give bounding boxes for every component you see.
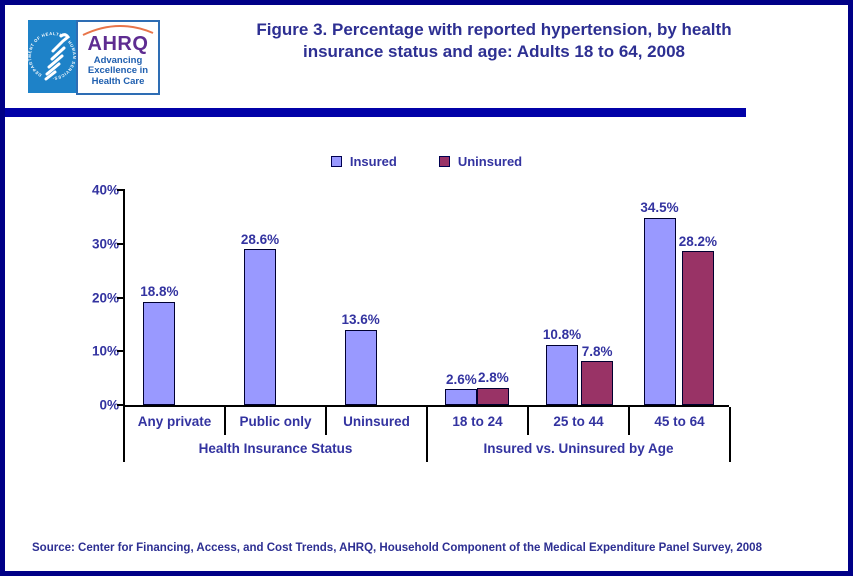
bar-slot-18-to-24: 2.6% 2.8% — [427, 190, 528, 405]
bar-value-label-insured-any-private: 18.8% — [140, 284, 179, 300]
bar-value-label-insured-45-to-64: 34.5% — [640, 200, 679, 216]
x-axis-labels: Any private Public only Uninsured Health In… — [123, 407, 731, 462]
insured-legend-swatch — [330, 156, 342, 167]
category-label-public-only: Public only — [224, 407, 325, 435]
hhs-logo-background — [28, 20, 76, 93]
bar-column-insured-25-to-44: 10.8% — [543, 328, 581, 405]
hhs-eagle-icon — [44, 33, 71, 81]
y-tick-label-30: 30% — [91, 236, 119, 252]
chart-legend: Insured Uninsured — [5, 154, 848, 169]
ahrq-tagline-line: Advancing — [93, 55, 143, 66]
bar-slot-uninsured: 13.6% — [326, 190, 427, 405]
figure-title-line-2: insurance status and age: Adults 18 to 6… — [302, 42, 685, 62]
ahrq-tagline-line: Health Care — [91, 75, 145, 87]
ahrq-logo: AHRQ Advancing Excellence in Health Care — [76, 20, 160, 95]
legend-item-uninsured: Uninsured — [438, 154, 523, 169]
uninsured-bar-18-to-24 — [477, 387, 510, 405]
bar-column-insured-any-private: 18.8% — [140, 285, 178, 405]
y-tick-label-10: 10% — [91, 343, 119, 359]
bar-slot-public-only: 28.6% — [226, 190, 327, 405]
bar-value-label-insured-public-only: 28.6% — [240, 231, 280, 247]
insured-bar-18-to-24 — [445, 389, 478, 405]
bar-slot-any-private: 18.8% — [125, 190, 226, 405]
category-label-45-to-64: 45 to 64 — [628, 407, 729, 435]
source-note: Source: Center for Financing, Access, an… — [32, 542, 762, 554]
bar-slot-45-to-64: 34.5% 28.2% — [628, 190, 729, 405]
insured-bar-public-only — [244, 249, 276, 405]
category-label-any-private: Any private — [137, 413, 212, 429]
y-tick-label-20: 20% — [91, 290, 119, 305]
uninsured-bar-25-to-44 — [581, 361, 614, 405]
bars-row: 18.8% 28.6% 13.6% 2.6% 2.8% 10.8% 7.8% 34.5% 28.… — [125, 190, 729, 405]
bar-value-label-insured-uninsured: 13.6% — [341, 312, 380, 328]
bar-value-label-uninsured-45-to-64: 28.2% — [678, 233, 717, 249]
y-axis-tick — [117, 296, 125, 299]
uninsured-legend-swatch — [438, 156, 450, 167]
y-axis-labels: 40% 30% 20% 10% 0% — [69, 183, 119, 413]
bar-column-uninsured-25-to-44: 7.8% — [581, 343, 614, 405]
insured-bar-45-to-64 — [643, 217, 676, 405]
bar-column-insured-45-to-64: 34.5% — [640, 200, 679, 405]
ahrq-tagline: Advancing Excellence in Health Care — [87, 55, 149, 87]
y-tick-label-40: 40% — [91, 182, 119, 198]
bar-column-insured-18-to-24: 2.6% — [445, 371, 478, 405]
ahrq-tagline-line: Excellence in — [87, 65, 149, 77]
ahrq-arc-icon — [82, 24, 154, 36]
plot-area: 18.8% 28.6% 13.6% 2.6% 2.8% 10.8% 7.8% 34.5% 28.… — [117, 189, 729, 407]
legend-label-uninsured: Uninsured — [457, 154, 523, 169]
figure-title-line-1: Figure 3. Percentage with reported hyper… — [256, 20, 732, 39]
group-label-insured-vs-uninsured-by-age: Insured vs. Uninsured by Age — [483, 441, 674, 456]
legend-item-insured: Insured — [330, 154, 397, 169]
insured-bar-uninsured — [344, 329, 377, 405]
category-label-18-to-24: 18 to 24 — [452, 413, 503, 429]
y-axis-tick — [117, 189, 125, 191]
bar-value-label-uninsured-18-to-24: 2.8% — [477, 370, 509, 386]
y-tick-label-0: 0% — [99, 397, 119, 413]
y-axis-tick — [117, 404, 125, 406]
hhs-logo: DEPARTMENT OF HEALTH & HUMAN SERVICES·US… — [28, 20, 76, 93]
bar-column-uninsured-18-to-24: 2.8% — [477, 370, 510, 405]
bar-value-label-insured-18-to-24: 2.6% — [445, 371, 477, 387]
uninsured-bar-45-to-64 — [681, 251, 714, 405]
category-row: Any private Public only Uninsured — [125, 407, 426, 435]
header-divider-bar — [5, 108, 746, 117]
y-axis-tick — [117, 242, 125, 245]
legend-label-insured: Insured — [349, 154, 397, 169]
header-logo-block: DEPARTMENT OF HEALTH & HUMAN SERVICES·US… — [28, 20, 160, 95]
bar-column-uninsured-45-to-64: 28.2% — [679, 235, 717, 405]
category-row: 18 to 24 25 to 44 45 to 64 — [428, 407, 729, 435]
group-label-health-insurance-status: Health Insurance Status — [198, 441, 353, 456]
bar-slot-25-to-44: 10.8% 7.8% — [528, 190, 629, 405]
bar-column-insured-uninsured: 13.6% — [342, 313, 380, 405]
insured-bar-any-private — [143, 301, 176, 405]
figure-title: Figure 3. Percentage with reported hyper… — [165, 19, 823, 63]
bar-value-label-uninsured-25-to-44: 7.8% — [581, 343, 613, 359]
category-group-insured-vs-uninsured-by-age: 18 to 24 25 to 44 45 to 64 Insured vs. Unin… — [428, 407, 729, 462]
category-label-25-to-44: 25 to 44 — [527, 407, 628, 435]
category-label-uninsured: Uninsured — [325, 407, 426, 435]
y-axis-tick — [117, 350, 125, 353]
insured-bar-25-to-44 — [546, 344, 579, 405]
ahrq-acronym: AHRQ — [87, 33, 149, 55]
category-group-health-insurance-status: Any private Public only Uninsured Health In… — [125, 407, 428, 462]
bar-value-label-insured-25-to-44: 10.8% — [542, 327, 582, 343]
bar-column-insured-public-only: 28.6% — [241, 233, 279, 405]
